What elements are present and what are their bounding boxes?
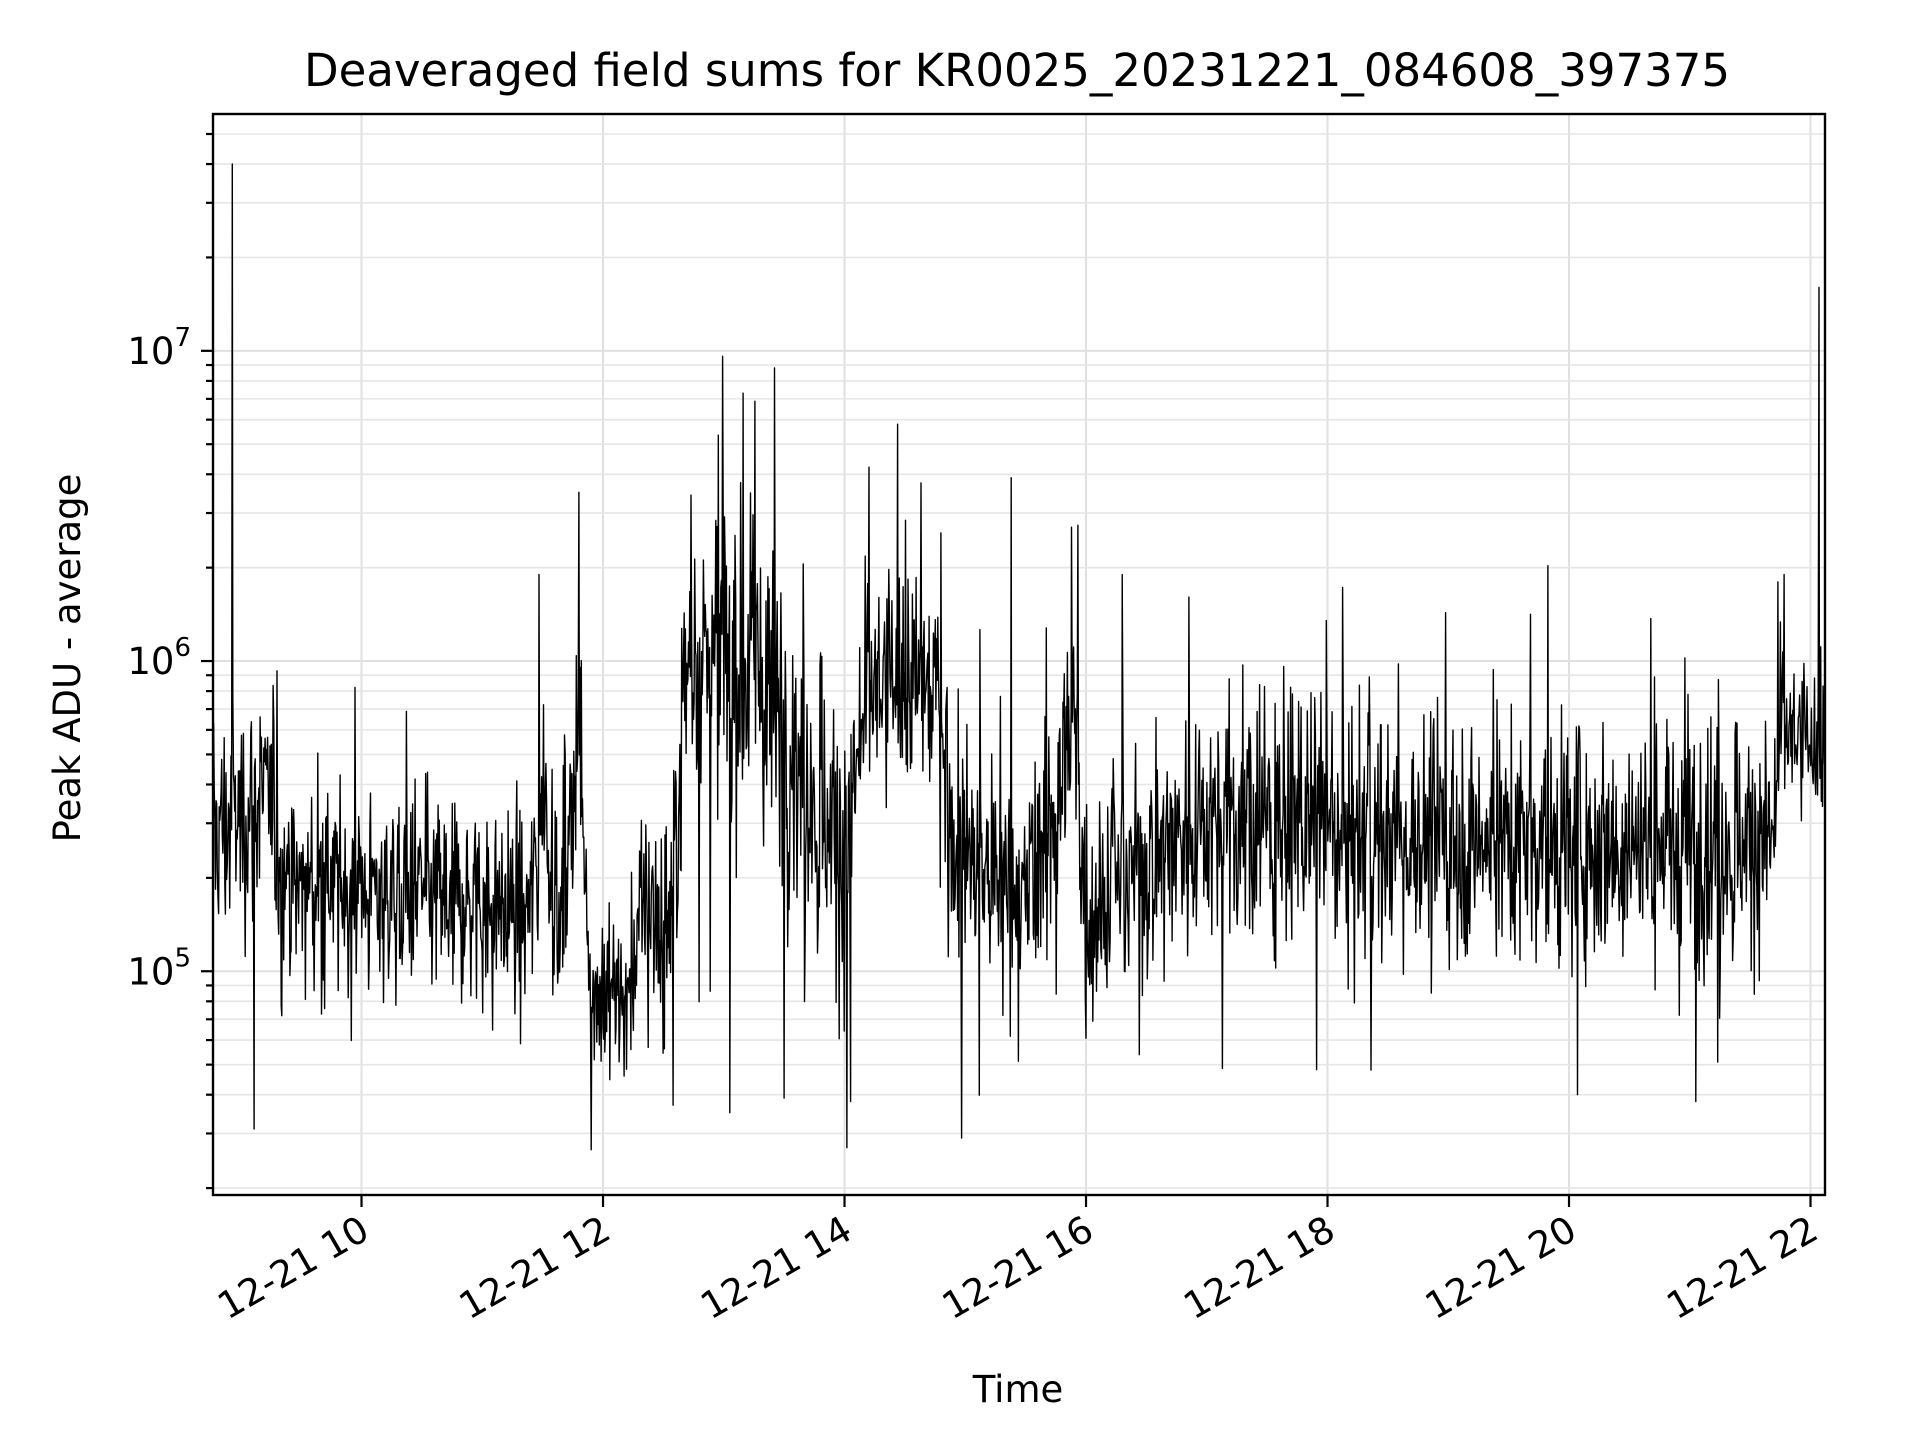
x-axis-label: Time <box>972 1368 1064 1411</box>
y-tick-label: 105 <box>127 943 191 993</box>
y-tick-label: 107 <box>127 323 191 373</box>
series-line <box>212 163 1826 1151</box>
plot-frame <box>211 112 1827 1197</box>
chart-title: Deaveraged field sums for KR0025_2023122… <box>304 44 1730 97</box>
series-layer <box>212 163 1826 1151</box>
y-axis-label: Peak ADU - average <box>46 474 89 843</box>
y-tick-label: 106 <box>127 633 191 683</box>
